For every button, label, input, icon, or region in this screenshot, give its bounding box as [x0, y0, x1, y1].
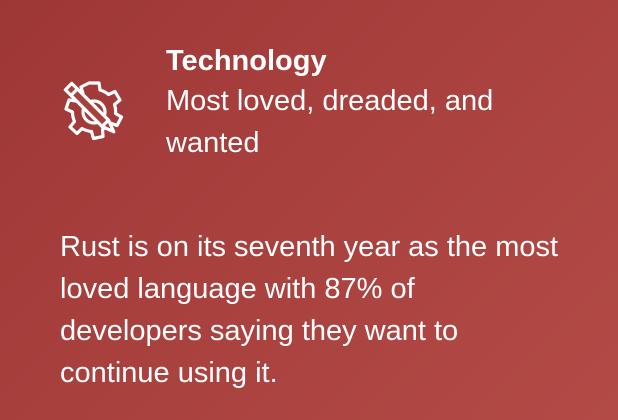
heading-block: Technology Most loved, dreaded, and want…: [166, 40, 546, 164]
card-header: Technology Most loved, dreaded, and want…: [60, 40, 580, 164]
category-title: Technology: [166, 45, 327, 77]
gear-pencil-icon: [60, 62, 128, 162]
category-subtitle: Most loved, dreaded, and wanted: [166, 85, 494, 159]
card-body-text: Rust is on its seventh year as the most …: [60, 231, 559, 389]
